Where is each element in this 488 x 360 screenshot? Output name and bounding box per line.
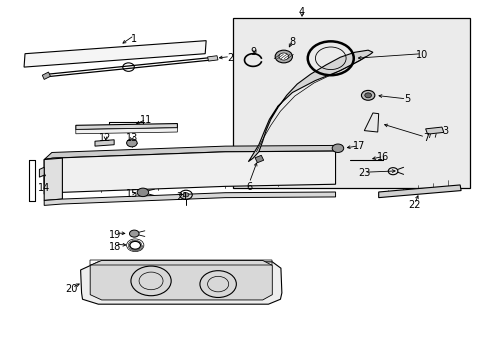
Text: 6: 6 (246, 182, 252, 192)
Text: 8: 8 (289, 37, 295, 48)
Bar (232, 18, 469, 188)
Text: 4: 4 (298, 8, 305, 17)
Text: 3: 3 (442, 126, 448, 136)
Polygon shape (425, 127, 443, 134)
Circle shape (364, 93, 371, 98)
Text: 14: 14 (38, 183, 50, 193)
Text: 22: 22 (407, 200, 420, 210)
Text: 19: 19 (109, 230, 121, 240)
Polygon shape (378, 185, 460, 198)
Circle shape (183, 193, 188, 197)
Polygon shape (76, 128, 177, 134)
Text: 20: 20 (65, 284, 77, 294)
Polygon shape (44, 151, 335, 194)
Circle shape (331, 144, 343, 153)
Text: 21: 21 (176, 192, 188, 202)
Text: 23: 23 (357, 168, 370, 178)
Text: 18: 18 (109, 242, 121, 252)
Polygon shape (44, 158, 62, 201)
Text: 12: 12 (99, 133, 111, 143)
Text: 13: 13 (125, 133, 138, 143)
Text: 17: 17 (353, 141, 365, 152)
Polygon shape (90, 260, 272, 300)
Circle shape (279, 53, 288, 60)
Text: 7: 7 (423, 133, 429, 143)
Circle shape (361, 90, 374, 100)
Polygon shape (364, 113, 378, 132)
Polygon shape (255, 155, 263, 163)
Circle shape (275, 50, 292, 63)
Text: 5: 5 (404, 94, 410, 104)
Polygon shape (40, 167, 44, 177)
Circle shape (137, 188, 148, 197)
Text: 16: 16 (377, 152, 389, 162)
Polygon shape (248, 50, 372, 162)
Text: 15: 15 (125, 189, 138, 199)
Polygon shape (44, 192, 335, 206)
Polygon shape (24, 41, 206, 67)
Polygon shape (42, 72, 50, 80)
Circle shape (129, 230, 139, 237)
Polygon shape (76, 123, 177, 130)
Text: 9: 9 (249, 47, 256, 57)
Text: 1: 1 (131, 34, 137, 44)
Polygon shape (81, 262, 281, 304)
Text: 11: 11 (140, 115, 152, 125)
Polygon shape (95, 140, 114, 146)
Circle shape (126, 139, 137, 147)
Bar (207, 56, 218, 61)
Polygon shape (44, 145, 335, 159)
Text: 10: 10 (415, 50, 427, 60)
Text: 2: 2 (226, 53, 233, 63)
